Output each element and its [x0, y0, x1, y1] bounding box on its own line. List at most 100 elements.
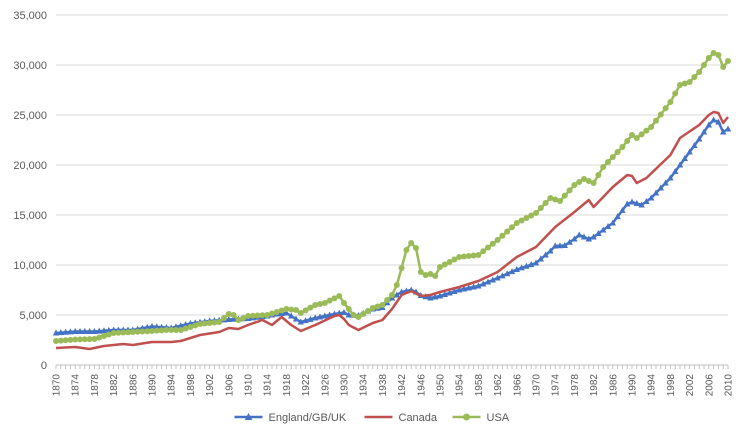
data-point	[566, 238, 573, 245]
data-point	[96, 327, 103, 334]
data-point	[470, 283, 477, 290]
series-usa	[53, 50, 731, 344]
data-point	[720, 128, 727, 135]
series-line	[55, 110, 729, 351]
data-point	[633, 135, 640, 141]
data-point	[446, 289, 453, 296]
data-point	[465, 284, 472, 291]
x-tick-label: 1902	[205, 374, 216, 397]
data-point	[629, 132, 635, 138]
data-point	[254, 312, 261, 319]
x-tick-label: 2006	[704, 374, 715, 397]
x-tick-label: 1994	[647, 374, 658, 397]
data-point	[542, 251, 549, 258]
data-point	[177, 322, 184, 329]
data-point	[297, 318, 304, 325]
x-tick-label: 1874	[71, 374, 82, 397]
data-point	[710, 50, 717, 56]
data-point	[691, 74, 698, 80]
data-point	[460, 285, 468, 292]
data-point	[101, 333, 107, 339]
data-point	[585, 178, 592, 184]
data-point	[624, 138, 631, 144]
data-point	[393, 291, 400, 298]
y-tick-label: 25,000	[13, 110, 47, 122]
data-point	[365, 308, 371, 314]
data-point	[259, 312, 266, 319]
data-point	[81, 328, 88, 334]
data-point	[427, 271, 434, 277]
x-tick-label: 1990	[628, 374, 639, 397]
data-point	[432, 273, 439, 279]
data-point	[292, 315, 300, 322]
data-point	[235, 317, 242, 323]
x-tick-label: 1946	[416, 374, 427, 397]
data-point	[115, 329, 122, 336]
legend-item: England/GB/UK	[234, 412, 347, 424]
data-point	[653, 117, 659, 124]
data-point	[643, 127, 650, 134]
data-point	[552, 196, 559, 203]
series-line	[55, 118, 729, 335]
data-point	[321, 312, 328, 319]
data-point	[648, 194, 655, 201]
x-tick-label: 1922	[301, 374, 312, 397]
data-point	[53, 338, 59, 344]
data-point	[221, 315, 227, 321]
data-point	[307, 315, 314, 322]
data-point	[360, 311, 367, 317]
data-point	[518, 264, 525, 271]
series-lines	[52, 50, 732, 351]
data-point	[91, 336, 98, 342]
data-point	[456, 254, 463, 260]
data-point	[288, 312, 295, 319]
data-point	[245, 313, 251, 319]
data-point	[638, 201, 645, 208]
data-point	[417, 269, 424, 275]
data-point	[326, 311, 333, 318]
data-point	[489, 240, 496, 247]
data-point	[77, 336, 83, 343]
data-point	[509, 224, 515, 231]
x-tick-label: 1930	[340, 374, 351, 397]
data-point	[566, 187, 573, 194]
data-point	[461, 253, 467, 260]
data-point	[470, 252, 477, 259]
data-point	[441, 261, 448, 268]
data-point	[225, 311, 232, 317]
y-tick-label: 15,000	[13, 210, 47, 222]
data-point	[413, 245, 419, 251]
data-point	[556, 242, 564, 249]
data-point	[158, 327, 165, 334]
data-point	[662, 105, 669, 112]
y-tick-label: 35,000	[13, 10, 47, 22]
x-tick-label: 1906	[224, 374, 235, 397]
data-point	[211, 319, 218, 326]
data-point	[533, 210, 539, 216]
data-point	[283, 309, 290, 316]
data-point	[604, 223, 612, 229]
x-tick-label: 1878	[90, 374, 101, 397]
series-canada	[55, 110, 729, 351]
data-point	[557, 198, 563, 204]
data-point	[643, 198, 650, 204]
legend-marker	[463, 413, 470, 421]
data-point	[139, 328, 146, 335]
data-point	[676, 161, 684, 168]
data-point	[345, 311, 352, 318]
data-point	[576, 231, 583, 238]
data-point	[489, 276, 496, 283]
data-point	[600, 164, 607, 170]
data-point	[662, 179, 669, 186]
data-point	[62, 337, 69, 344]
data-point	[480, 280, 487, 287]
data-point	[76, 328, 84, 334]
x-tick-label: 1958	[474, 374, 485, 397]
data-point	[67, 328, 74, 335]
data-point	[177, 327, 184, 333]
data-point	[67, 336, 74, 343]
x-tick-label: 1926	[320, 374, 331, 397]
data-point	[144, 328, 151, 335]
x-tick-label: 1942	[397, 374, 408, 397]
